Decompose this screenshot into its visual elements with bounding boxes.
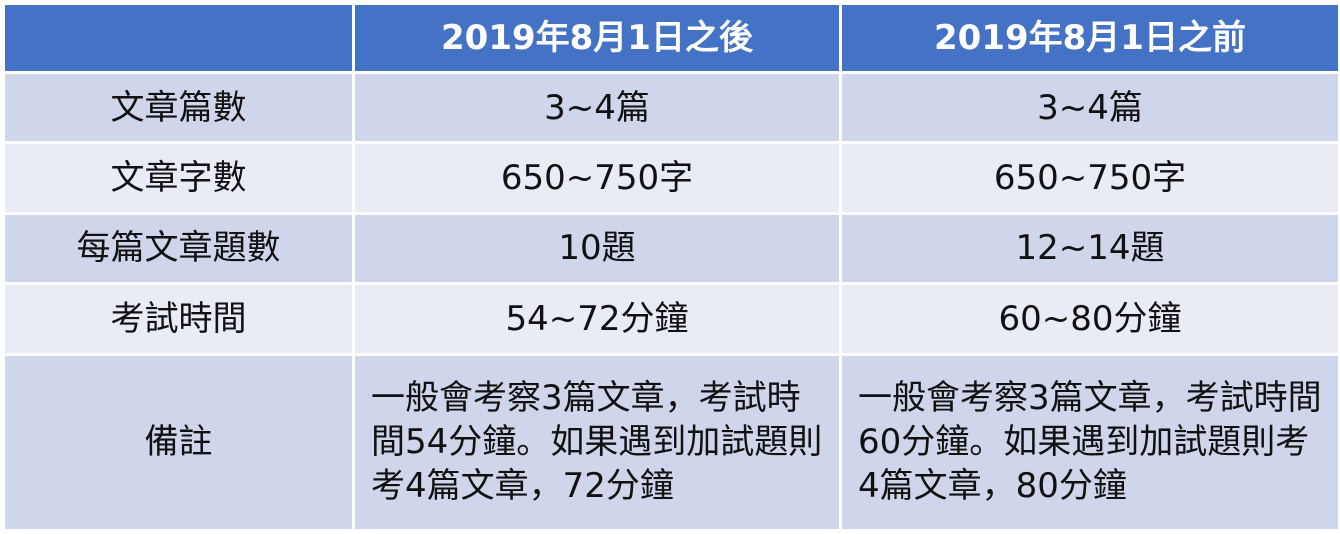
row-label: 每篇文章題數 <box>2 211 355 286</box>
row-label: 文章字數 <box>2 141 355 215</box>
cell-after: 10題 <box>352 211 842 286</box>
cell-after: 3~4篇 <box>352 70 842 145</box>
table-row: 每篇文章題數 10題 12~14題 <box>2 211 1340 286</box>
row-label: 考試時間 <box>2 282 355 356</box>
cell-before: 12~14題 <box>839 211 1340 286</box>
header-before-date: 2019年8月1日之前 <box>839 2 1340 74</box>
cell-before: 3~4篇 <box>839 70 1340 145</box>
table-row: 文章字數 650~750字 650~750字 <box>2 141 1340 215</box>
row-label: 備註 <box>2 352 355 532</box>
table-row: 備註 一般會考察3篇文章，考試時間54分鐘。如果遇到加試題則考4篇文章，72分鐘… <box>2 352 1340 532</box>
row-label: 文章篇數 <box>2 70 355 145</box>
notes-before: 一般會考察3篇文章，考試時間60分鐘。如果遇到加試題則考4篇文章，80分鐘 <box>839 352 1340 532</box>
table-row: 文章篇數 3~4篇 3~4篇 <box>2 70 1340 145</box>
cell-after: 650~750字 <box>352 141 842 215</box>
cell-before: 650~750字 <box>839 141 1340 215</box>
cell-before: 60~80分鐘 <box>839 282 1340 356</box>
header-row: 2019年8月1日之後 2019年8月1日之前 <box>2 2 1340 74</box>
header-empty-cell <box>2 2 355 74</box>
notes-after: 一般會考察3篇文章，考試時間54分鐘。如果遇到加試題則考4篇文章，72分鐘 <box>352 352 842 532</box>
cell-after: 54~72分鐘 <box>352 282 842 356</box>
table-row: 考試時間 54~72分鐘 60~80分鐘 <box>2 282 1340 356</box>
header-after-date: 2019年8月1日之後 <box>352 2 842 74</box>
